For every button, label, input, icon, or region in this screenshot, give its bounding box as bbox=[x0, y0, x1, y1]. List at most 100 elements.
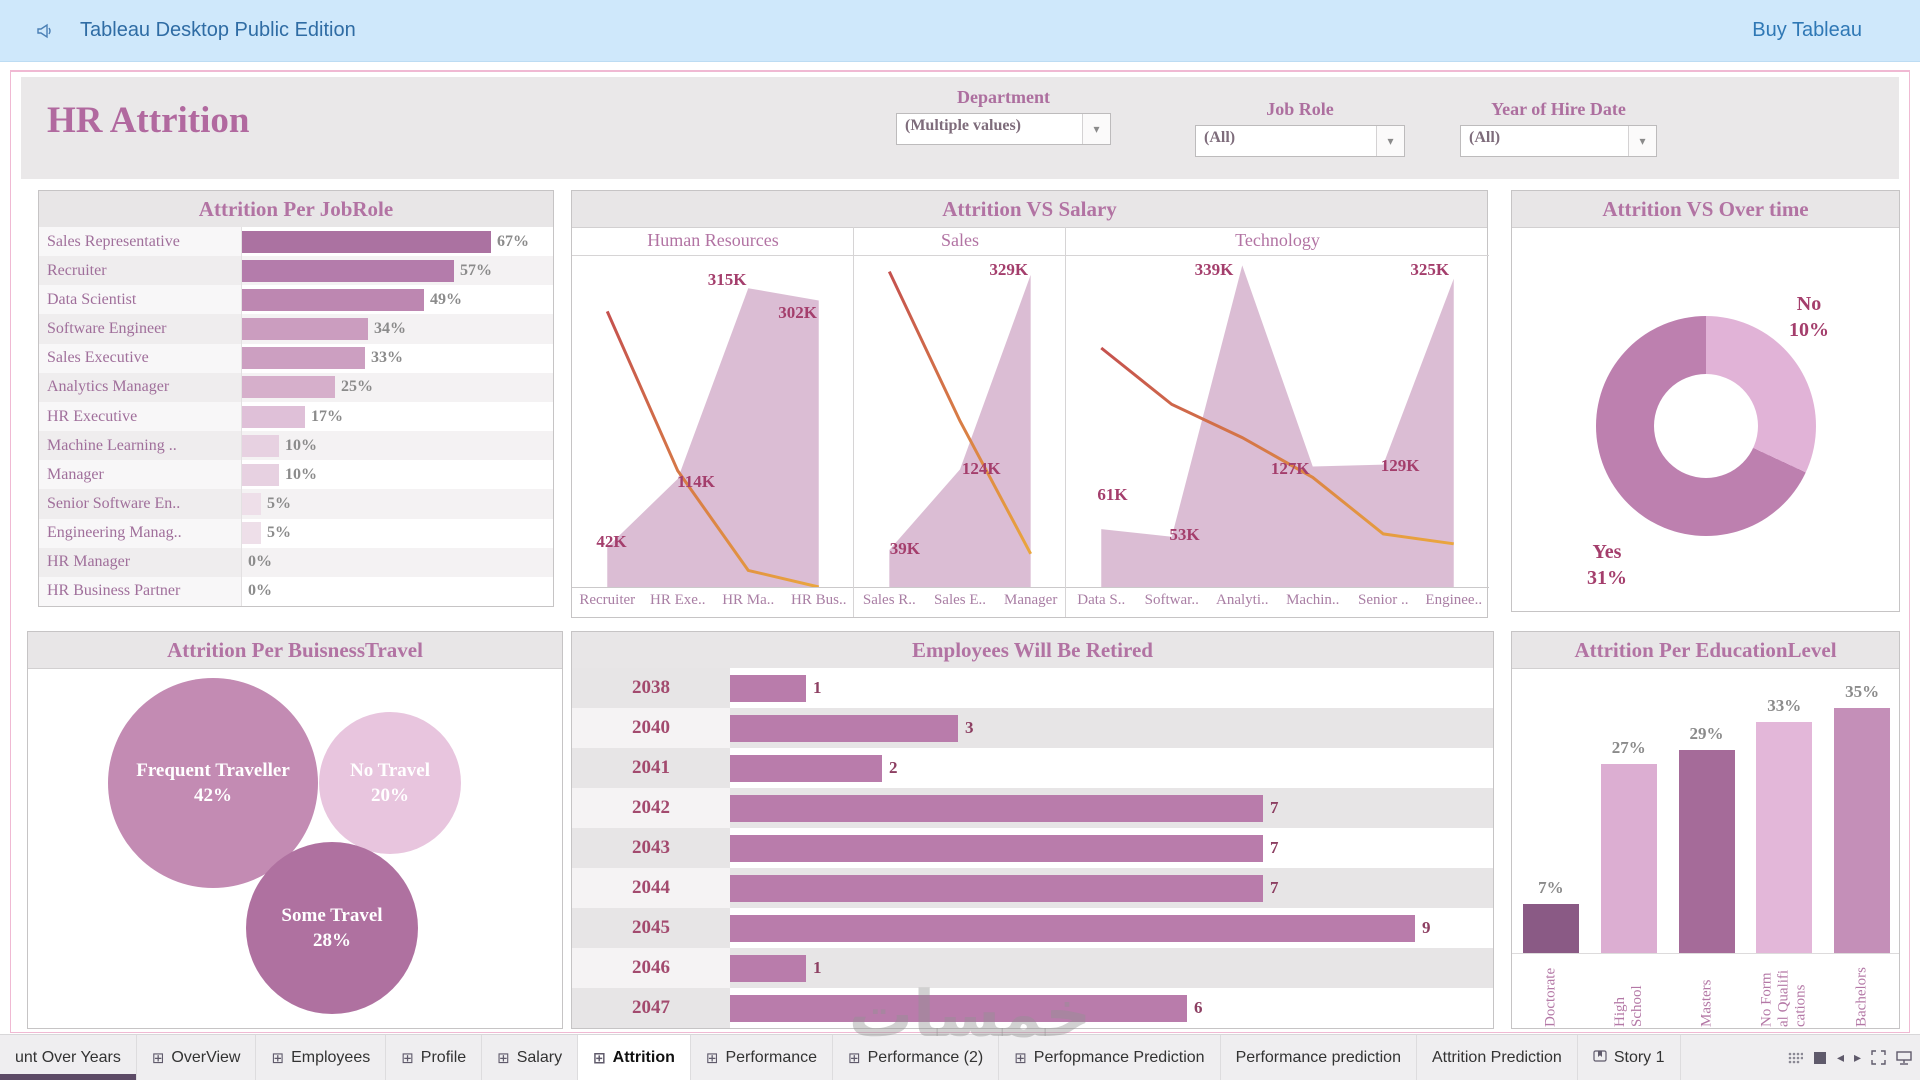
data-label: 42K bbox=[596, 531, 627, 551]
value-label: 2 bbox=[889, 758, 898, 777]
bar[interactable] bbox=[730, 874, 1263, 902]
donut-chart[interactable] bbox=[1596, 316, 1816, 536]
bar[interactable] bbox=[730, 914, 1415, 942]
bar[interactable] bbox=[242, 405, 305, 428]
axis-tick-label: No Form al Qualifi cations bbox=[1758, 969, 1809, 1027]
tab-performance[interactable]: ⊞ Performance bbox=[691, 1035, 834, 1080]
category-label: 2043 bbox=[572, 828, 730, 868]
bar[interactable] bbox=[242, 259, 454, 282]
bar[interactable] bbox=[730, 754, 882, 782]
bubble-label: No Travel bbox=[349, 760, 431, 781]
bar-pane: 6 bbox=[730, 988, 1493, 1028]
tab-label: Employees bbox=[291, 1048, 371, 1066]
tab-profile[interactable]: ⊞ Profile bbox=[386, 1035, 483, 1080]
bubble[interactable]: No Travel 20% bbox=[319, 712, 461, 854]
tab-overview[interactable]: ⊞ OverView bbox=[137, 1035, 257, 1080]
chevron-down-icon[interactable]: ▾ bbox=[1376, 126, 1404, 156]
value-label: 33% bbox=[371, 349, 403, 367]
filter-year-of-hire-dropdown[interactable]: (All) ▾ bbox=[1460, 125, 1657, 157]
bar[interactable] bbox=[242, 522, 261, 545]
bar[interactable] bbox=[242, 463, 279, 486]
buy-tableau-link[interactable]: Buy Tableau bbox=[1752, 19, 1862, 41]
bubble[interactable]: Frequent Traveller 42% bbox=[108, 678, 318, 888]
bar[interactable] bbox=[242, 347, 365, 370]
tab-unt-over-years[interactable]: unt Over Years bbox=[0, 1035, 137, 1080]
bar[interactable] bbox=[730, 834, 1263, 862]
bar[interactable] bbox=[1834, 708, 1891, 953]
bar[interactable] bbox=[730, 714, 958, 742]
tab-performance-2-[interactable]: ⊞ Performance (2) bbox=[833, 1035, 1000, 1080]
bar[interactable] bbox=[1756, 722, 1813, 953]
table-row: 2038 1 bbox=[572, 668, 1493, 708]
bar[interactable] bbox=[1600, 764, 1657, 953]
tab-employees[interactable]: ⊞ Employees bbox=[256, 1035, 387, 1080]
category-label: Senior Software En.. bbox=[39, 489, 242, 519]
chevron-down-icon[interactable]: ▾ bbox=[1628, 126, 1656, 156]
category-label: 2045 bbox=[572, 908, 730, 948]
tab-story-1[interactable]: Story 1 bbox=[1578, 1035, 1681, 1080]
bar[interactable] bbox=[1678, 750, 1735, 953]
bar[interactable] bbox=[730, 954, 806, 982]
table-row: 2041 2 bbox=[572, 748, 1493, 788]
category-label: 2038 bbox=[572, 668, 730, 708]
bar[interactable] bbox=[242, 376, 335, 399]
worksheet-icon: ⊞ bbox=[401, 1048, 414, 1067]
table-row: Analytics Manager 25% bbox=[39, 372, 553, 402]
value-label: 33% bbox=[1767, 696, 1802, 715]
bar[interactable] bbox=[242, 230, 491, 253]
bubble-label: Frequent Traveller bbox=[136, 760, 290, 781]
next-sheet-icon[interactable]: ▸ bbox=[1853, 1049, 1861, 1065]
filter-department-dropdown[interactable]: (Multiple values) ▾ bbox=[896, 113, 1111, 145]
value-label: 67% bbox=[497, 232, 529, 250]
bar[interactable] bbox=[242, 318, 368, 341]
megaphone-icon[interactable] bbox=[36, 22, 54, 40]
presentation-mode-icon[interactable] bbox=[1896, 1050, 1912, 1065]
filter-department-value: (Multiple values) bbox=[905, 117, 1021, 134]
value-label: 35% bbox=[1845, 682, 1880, 701]
value-label: 0% bbox=[248, 553, 272, 571]
bar-pane: 57% bbox=[242, 256, 553, 286]
category-label: 2041 bbox=[572, 748, 730, 788]
tab-scroll-indicator bbox=[0, 1074, 136, 1080]
show-sheet-sorter-icon[interactable] bbox=[1813, 1051, 1827, 1065]
bar-pane: 5% bbox=[242, 489, 553, 519]
bar[interactable] bbox=[242, 288, 424, 311]
table-row: 2044 7 bbox=[572, 868, 1493, 908]
tab-perfopmance-prediction[interactable]: ⊞ Perfopmance Prediction bbox=[999, 1035, 1221, 1080]
tab-salary[interactable]: ⊞ Salary bbox=[482, 1035, 579, 1080]
value-label: 7 bbox=[1270, 838, 1279, 857]
bar[interactable] bbox=[1522, 904, 1579, 953]
bar[interactable] bbox=[242, 492, 261, 515]
chart-title: Attrition VS Salary bbox=[572, 191, 1487, 228]
salary-area-line[interactable] bbox=[1066, 255, 1489, 587]
bar[interactable] bbox=[730, 794, 1263, 822]
axis-tick-label: HR Exe.. bbox=[650, 592, 706, 608]
bar[interactable] bbox=[730, 994, 1187, 1022]
tab-label: Story 1 bbox=[1613, 1048, 1665, 1066]
filter-job-role-dropdown[interactable]: (All) ▾ bbox=[1195, 125, 1405, 157]
table-row: 2042 7 bbox=[572, 788, 1493, 828]
bubble[interactable]: Some Travel 28% bbox=[246, 842, 418, 1014]
salary-area-line[interactable] bbox=[854, 255, 1066, 587]
bar-pane: 49% bbox=[242, 285, 553, 315]
category-label: HR Executive bbox=[39, 401, 242, 432]
table-row: Sales Representative 67% bbox=[39, 227, 553, 257]
table-row: 2043 7 bbox=[572, 828, 1493, 868]
chevron-down-icon[interactable]: ▾ bbox=[1082, 114, 1110, 144]
category-label: Software Engineer bbox=[39, 314, 242, 344]
x-axis: Sales R.. Sales E.. Manager bbox=[854, 587, 1066, 620]
salary-area-line[interactable] bbox=[572, 255, 854, 587]
tab-attrition-prediction[interactable]: Attrition Prediction bbox=[1417, 1035, 1578, 1080]
fullscreen-icon[interactable] bbox=[1871, 1050, 1886, 1065]
salary-subpanel: Sales 39K 124K 329K Sales R.. Sales E.. Manage… bbox=[854, 227, 1066, 617]
show-filmstrip-icon[interactable] bbox=[1788, 1051, 1803, 1064]
filter-year-of-hire-value: (All) bbox=[1469, 129, 1501, 146]
worksheet-icon: ⊞ bbox=[705, 1048, 719, 1067]
tab-performance-prediction[interactable]: Performance prediction bbox=[1221, 1035, 1417, 1080]
previous-sheet-icon[interactable]: ◂ bbox=[1836, 1049, 1844, 1065]
tab-attrition[interactable]: ⊞ Attrition bbox=[578, 1035, 691, 1080]
bar[interactable] bbox=[242, 434, 279, 457]
slice-value: 31% bbox=[1587, 567, 1627, 589]
bar[interactable] bbox=[730, 674, 806, 702]
